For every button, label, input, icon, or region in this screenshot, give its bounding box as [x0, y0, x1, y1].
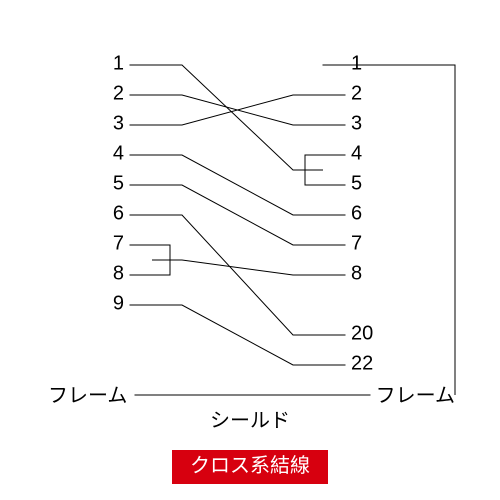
frame-left-label: フレーム	[48, 379, 127, 408]
right-pin-5: 5	[351, 172, 362, 195]
shield-label: シールド	[210, 404, 290, 433]
right-pin-7: 7	[351, 232, 362, 255]
right-pin-22: 22	[351, 352, 373, 375]
left-pin-5: 5	[113, 172, 124, 195]
right-pin-8: 8	[351, 262, 362, 285]
right-pin-2: 2	[351, 82, 362, 105]
left-pin-4: 4	[113, 142, 124, 165]
left-pin-6: 6	[113, 202, 124, 225]
left-pin-3: 3	[113, 112, 124, 135]
right-pin-4: 4	[351, 142, 362, 165]
wiring-diagram: 123456789123456782022フレームフレームシールドクロス系結線	[0, 0, 500, 500]
frame-right-label: フレーム	[376, 379, 455, 408]
right-pin-6: 6	[351, 202, 362, 225]
left-pin-2: 2	[113, 82, 124, 105]
left-pin-8: 8	[113, 262, 124, 285]
right-pin-20: 20	[351, 322, 373, 345]
right-pin-1: 1	[351, 52, 362, 75]
title-bar: クロス系結線	[172, 450, 328, 484]
left-pin-1: 1	[113, 52, 124, 75]
left-pin-7: 7	[113, 232, 124, 255]
left-pin-9: 9	[113, 292, 124, 315]
right-pin-3: 3	[351, 112, 362, 135]
